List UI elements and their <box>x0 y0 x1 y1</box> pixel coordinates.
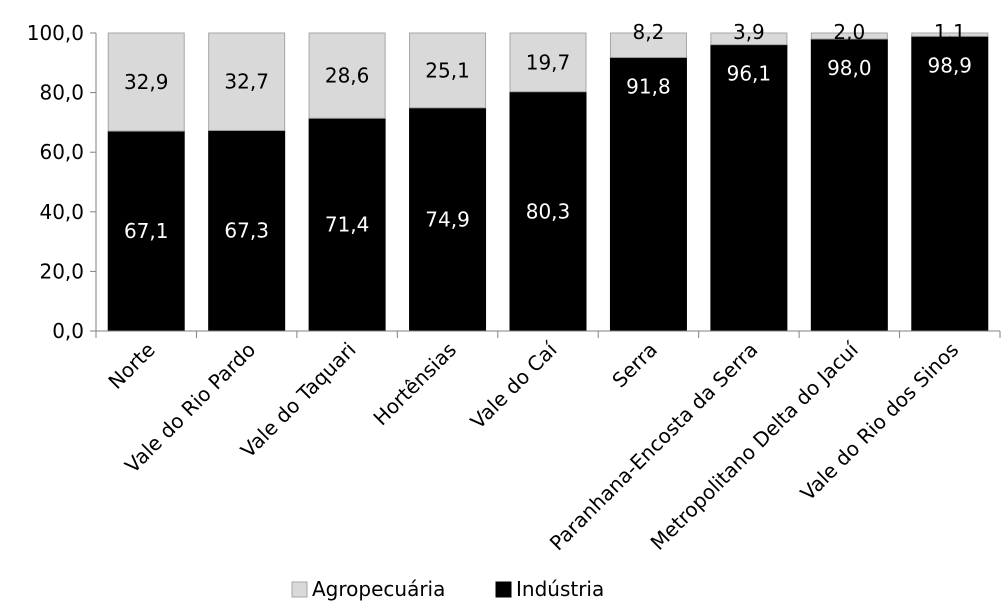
legend-label-industria: Indústria <box>516 577 604 601</box>
data-label-agropecuaria-4: 19,7 <box>526 50 571 74</box>
y-tick-label-4: 80,0 <box>39 81 84 105</box>
data-label-agropecuaria-3: 25,1 <box>425 58 470 82</box>
data-label-industria-4: 80,3 <box>526 199 571 223</box>
bar-industria-5 <box>609 56 687 332</box>
data-label-agropecuaria-8: 1,1 <box>934 20 966 44</box>
data-label-industria-6: 96,1 <box>727 62 772 86</box>
data-label-industria-5: 91,8 <box>626 74 671 98</box>
data-label-agropecuaria-2: 28,6 <box>325 64 370 88</box>
bar-agropecuaria-8 <box>911 32 989 37</box>
data-label-agropecuaria-7: 2,0 <box>833 20 865 44</box>
data-label-agropecuaria-1: 32,7 <box>224 70 269 94</box>
y-tick-label-2: 40,0 <box>39 200 84 224</box>
y-tick-label-5: 100,0 <box>27 21 84 45</box>
legend-swatch-agropecuaria <box>291 581 308 598</box>
data-label-agropecuaria-0: 32,9 <box>124 70 169 94</box>
bar-industria-7 <box>810 38 888 332</box>
bar-agropecuaria-4 <box>509 32 587 93</box>
data-label-industria-2: 71,4 <box>325 213 370 237</box>
bar-agropecuaria-7 <box>810 32 888 40</box>
category-label-6: Paranhana-Encosta da Serra <box>545 338 763 556</box>
category-label-4: Vale do Caí <box>466 337 563 434</box>
category-label-7: Metropolitano Delta do Jacuí <box>646 337 864 555</box>
data-label-industria-7: 98,0 <box>827 56 872 80</box>
category-label-5: Serra <box>607 338 662 393</box>
data-label-industria-3: 74,9 <box>425 207 470 231</box>
category-label-3: Hortênsias <box>368 338 461 431</box>
bar-agropecuaria-1 <box>208 32 286 131</box>
bar-agropecuaria-3 <box>409 32 487 109</box>
bar-agropecuaria-6 <box>710 32 788 46</box>
data-label-industria-8: 98,9 <box>928 53 973 77</box>
y-tick-label-0: 0,0 <box>52 319 84 343</box>
category-label-0: Norte <box>103 338 159 394</box>
y-tick-label-1: 20,0 <box>39 259 84 283</box>
bar-industria-6 <box>710 44 788 332</box>
bar-agropecuaria-0 <box>107 32 185 132</box>
legend: Agropecuária Indústria <box>291 577 604 601</box>
data-label-agropecuaria-6: 3,9 <box>733 20 765 44</box>
bars-group: 67,1 32,9 67,3 32,7 71,4 28,6 74,9 25,1 80,3 19,7… <box>107 20 989 332</box>
axes-group: 0,0 20,0 40,0 60,0 80,0 100,0 <box>27 21 1001 343</box>
bar-industria-0 <box>107 130 185 332</box>
bar-industria-2 <box>308 117 386 332</box>
data-label-industria-1: 67,3 <box>224 219 269 243</box>
legend-swatch-industria <box>495 581 512 598</box>
data-label-agropecuaria-5: 8,2 <box>633 20 665 44</box>
bar-industria-8 <box>911 35 989 332</box>
data-label-industria-0: 67,1 <box>124 219 169 243</box>
bar-agropecuaria-5 <box>609 32 687 58</box>
bar-agropecuaria-2 <box>308 32 386 119</box>
legend-label-agropecuaria: Agropecuária <box>312 577 445 601</box>
y-tick-label-3: 60,0 <box>39 140 84 164</box>
